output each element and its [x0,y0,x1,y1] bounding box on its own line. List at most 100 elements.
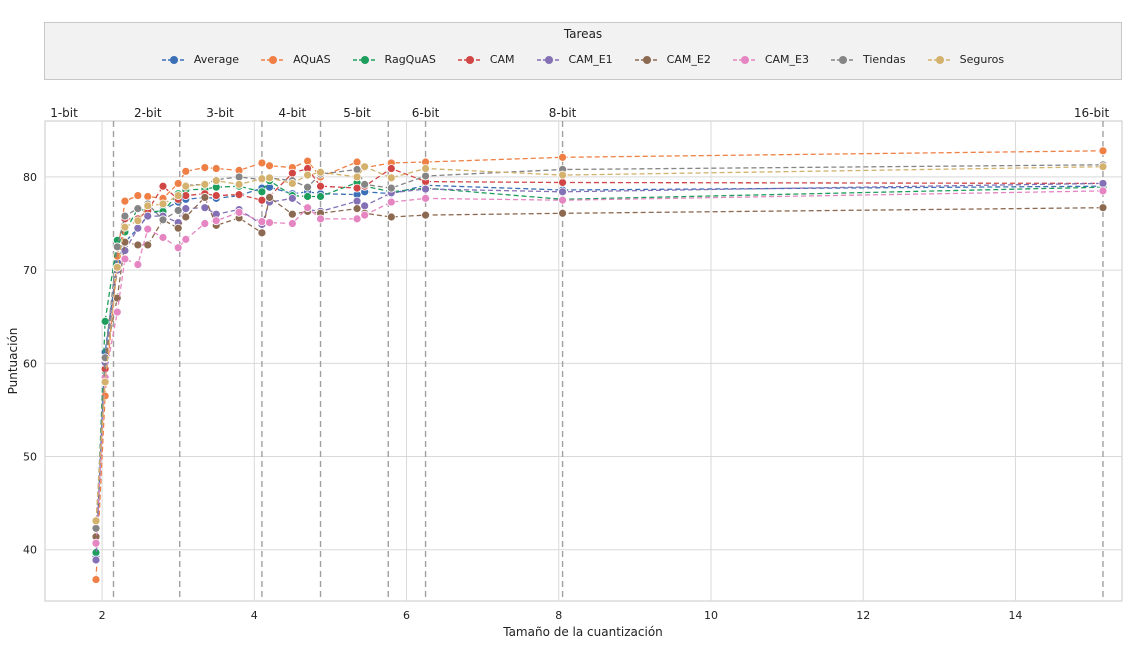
legend-item-seguros: Seguros [927,53,1005,66]
legend-label: CAM [489,53,515,66]
legend-item-cam: CAM [457,53,515,66]
bit-label: 3-bit [206,106,234,120]
data-point-cam-e2 [181,212,191,222]
data-point-ragquas [303,192,312,201]
data-point-cam-e3 [200,219,210,228]
data-point-cam-e3 [265,218,274,227]
data-point-cam [234,190,244,200]
data-point-seguros [200,179,210,189]
legend-item-cam-e1: CAM_E1 [536,53,613,66]
data-point-ragquas [316,192,325,201]
data-point-cam-e1 [287,193,297,203]
data-point-aquas [303,156,312,166]
data-point-cam [352,183,362,193]
data-point-seguros [558,170,567,180]
data-point-seguros [257,174,267,184]
plot-area: 1-bit 2-bit 3-bit 4-bit 5-bit 6-bit 8-bit 16-bi… [23,106,1123,622]
data-point-cam-e1 [200,203,210,213]
legend-marker [261,55,286,64]
data-point-cam-e1 [133,223,143,233]
data-point-seguros [181,181,191,191]
data-point-aquas [1098,146,1108,156]
x-tick-label: 12 [856,609,870,622]
x-tick-label: 8 [555,609,562,622]
bit-label: 4-bit [279,106,307,120]
legend-marker [830,55,855,64]
legend-marker [927,55,952,64]
data-point-cam-e2 [287,209,297,219]
data-point-seguros [421,164,430,173]
x-axis-label: Tamaño de la cuantización [502,625,663,639]
data-point-cam-e1 [181,204,191,214]
legend-title: Tareas [563,27,603,41]
series-line-ragquas [95,179,1104,553]
bit-label: 5-bit [343,106,371,120]
data-point-cam-e3 [558,195,567,205]
data-point-tiendas [133,204,143,214]
series-line-cam-e3 [95,190,1104,544]
data-point-cam-e1 [91,555,101,565]
data-point-aquas [91,575,101,584]
data-point-cam-e1 [558,187,567,197]
y-tick-label: 60 [23,357,37,370]
data-point-cam-e3 [120,254,130,264]
data-point-cam-e3 [158,233,168,242]
data-point-seguros [360,162,370,172]
data-point-cam [211,191,221,200]
data-point-cam [257,195,267,205]
data-point-aquas [181,166,191,176]
plot-frame [44,120,1123,602]
y-tick-label: 80 [23,171,37,184]
data-point-cam-e1 [143,211,153,221]
data-point-seguros [133,216,143,226]
data-point-tiendas [120,211,130,221]
data-point-seguros [91,516,101,526]
y-tick-label: 50 [23,451,37,464]
data-point-cam-e3 [360,210,370,220]
legend-label: CAM_E1 [568,53,613,66]
data-point-cam [158,181,168,191]
data-point-cam-e3 [421,193,430,203]
data-point-cam-e2 [200,193,210,202]
data-point-cam-e3 [316,214,325,224]
data-point-cam [287,168,297,178]
data-point-cam-e3 [143,224,153,234]
data-point-seguros [352,172,362,182]
data-point-aquas [200,163,210,173]
legend-item-aquas: AQuAS [261,53,331,66]
data-point-cam [386,164,396,173]
legend: Tareas Average AQuAS RagQuAS CAM CAM_E1 CAM_E… [44,22,1122,80]
x-tick-label: 4 [251,609,258,622]
series-seguros [91,162,1108,526]
data-point-cam [558,178,567,187]
data-point-cam-e2 [257,228,267,238]
data-point-ragquas [100,316,110,326]
series-line-average [95,184,1104,558]
data-point-aquas [558,152,567,162]
y-tick-label: 70 [23,264,37,277]
legend-label: AQuAS [293,53,331,66]
data-point-seguros [173,191,183,200]
bit-label: 2-bit [134,106,162,120]
legend-label: Seguros [959,53,1005,66]
series-aquas [91,146,1108,584]
data-point-cam-e1 [120,246,130,255]
legend-label: Average [193,53,240,66]
legend-marker [161,55,186,64]
data-point-cam-e1 [1098,179,1108,188]
data-point-cam [316,181,325,191]
legend-label: RagQuAS [384,53,436,66]
legend-label: CAM_E2 [666,53,711,66]
data-point-cam-e2 [558,208,567,218]
data-point-seguros [303,170,312,180]
data-point-seguros [158,199,168,209]
data-point-aquas [257,158,267,168]
legend-marker [732,55,757,64]
data-point-cam-e2 [143,240,153,250]
data-point-cam-e2 [265,193,274,202]
y-tick-label: 40 [23,544,37,557]
bit-label: 6-bit [412,106,440,120]
data-point-cam-e1 [421,184,430,194]
data-point-seguros [120,222,130,232]
data-point-aquas [352,157,362,167]
